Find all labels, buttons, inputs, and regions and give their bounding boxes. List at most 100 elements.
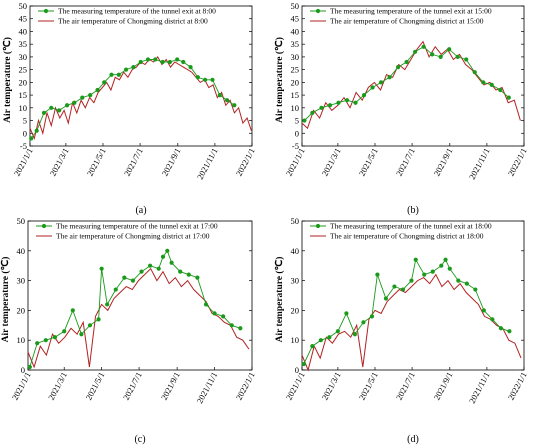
data-point [319, 105, 324, 110]
y-tick-label: 0 [295, 365, 299, 375]
y-tick-label: 10 [291, 103, 300, 113]
y-tick-label: 0 [23, 128, 27, 138]
plot-frame [29, 5, 253, 147]
series-line-1 [304, 46, 510, 121]
data-point [392, 284, 397, 289]
data-point [464, 57, 469, 62]
data-point [472, 70, 477, 75]
data-point [165, 248, 170, 253]
data-point [57, 108, 62, 113]
data-point [430, 52, 435, 57]
data-point [229, 323, 234, 328]
x-tick-label: 2021/1/1 [284, 370, 307, 401]
legend-entry: The air temperature of Chongming distric… [58, 17, 208, 26]
data-point [109, 72, 114, 77]
chart-panel-4: 0 10 20 30 40 50 2021/1/1 2021/3/1 2021/5/1 2021/… [274, 216, 529, 445]
x-tick-label: 2021/7/1 [121, 370, 144, 401]
data-point [506, 95, 511, 100]
y-tick-label: 45 [19, 14, 28, 24]
data-point [35, 341, 40, 346]
data-point [41, 110, 47, 116]
data-point [473, 287, 478, 292]
data-point [335, 329, 340, 334]
data-point [447, 266, 452, 271]
panel-label: (a) [135, 205, 146, 216]
data-point [167, 59, 172, 65]
x-tick-label: 2021/7/1 [122, 146, 145, 177]
y-tick-label: 50 [17, 216, 26, 226]
y-tick-label: 50 [291, 1, 300, 11]
data-point [160, 59, 165, 65]
data-point [186, 272, 191, 277]
y-tick-label: 40 [19, 26, 28, 36]
series-line-2 [301, 273, 522, 372]
x-tick-label: 2021/3/1 [46, 370, 69, 401]
x-tick-label: 2021/3/1 [320, 370, 343, 401]
y-tick-label: 25 [19, 65, 28, 75]
data-point [34, 128, 39, 133]
series-line-2 [29, 56, 252, 141]
data-point [439, 263, 444, 268]
data-point [422, 272, 427, 277]
data-point [456, 278, 461, 283]
y-tick-label: 15 [19, 90, 28, 100]
legend-entry: The air temperature of Chongming distric… [56, 232, 210, 241]
data-point [79, 332, 84, 337]
x-tick-label: 2022/1/1 [234, 146, 257, 177]
data-point [383, 296, 389, 301]
y-tick-label: -5 [20, 141, 27, 151]
y-tick-label: 10 [291, 335, 300, 345]
y-axis-title: Air temperature (℃) [2, 37, 13, 123]
data-point [145, 57, 151, 62]
data-point [80, 95, 85, 100]
y-tick-label: 30 [291, 52, 300, 62]
data-point [395, 64, 401, 70]
x-tick-label: 2022/1/1 [234, 370, 257, 401]
data-point [404, 59, 409, 65]
data-point [116, 72, 121, 77]
data-point [302, 118, 307, 123]
y-tick-label: 15 [291, 90, 300, 100]
data-point [27, 364, 32, 370]
x-tick-label: 2021/9/1 [432, 370, 455, 401]
data-point [409, 278, 414, 283]
y-tick-label: 20 [17, 305, 26, 315]
data-point [65, 103, 70, 108]
data-point [370, 85, 375, 90]
data-point [62, 329, 67, 334]
data-point [188, 64, 193, 70]
data-point [95, 87, 100, 93]
x-tick-label: 2021/9/1 [160, 146, 183, 177]
series-line-1 [29, 249, 241, 368]
data-point [169, 260, 174, 265]
chart-panel-2: -5 0 5 10 15 20 25 30 35 40 45 50 2021/1/1 2021/3/1 20… [274, 1, 529, 216]
data-point [310, 344, 315, 349]
panel-label: (d) [407, 434, 419, 445]
data-point [387, 75, 392, 80]
data-point [369, 314, 375, 319]
data-point [413, 257, 418, 262]
data-point [400, 287, 406, 292]
x-tick-label: 2021/5/1 [357, 146, 380, 177]
data-point [160, 254, 166, 259]
legend-marker [41, 223, 47, 229]
data-point [481, 308, 486, 313]
chart-panel-1: -5 0 5 10 15 20 25 30 35 40 45 50 2021/1/1 2021/3/1 20… [2, 1, 257, 216]
series-line-1 [303, 258, 510, 365]
data-point [378, 80, 384, 85]
data-point [498, 326, 503, 331]
y-tick-label: 0 [295, 128, 299, 138]
data-point [203, 302, 209, 307]
data-point [344, 311, 349, 316]
data-point [413, 49, 418, 54]
data-point [29, 136, 34, 141]
data-point [327, 335, 332, 340]
x-tick-label: 2022/1/1 [506, 146, 529, 177]
x-tick-label: 2021/1/1 [10, 370, 33, 401]
y-tick-label: 10 [17, 335, 26, 345]
x-tick-label: 2021/3/1 [48, 146, 71, 177]
data-point [210, 77, 215, 82]
data-point [361, 320, 366, 325]
